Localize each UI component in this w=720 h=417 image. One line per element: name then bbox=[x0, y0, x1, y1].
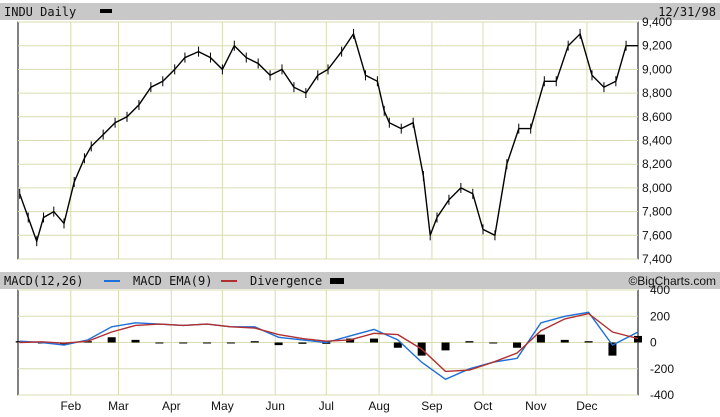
divergence-legend-swatch bbox=[330, 278, 344, 284]
macd-y-axis: 400 200 0 -200 -400 bbox=[650, 283, 674, 402]
divergence-bar bbox=[513, 342, 522, 348]
divergence-bar bbox=[179, 342, 188, 344]
x-tick-label: Aug bbox=[368, 399, 389, 413]
macd-y-tick-label: 200 bbox=[650, 309, 670, 323]
divergence-label: Divergence bbox=[250, 274, 322, 288]
divergence-bar bbox=[634, 335, 642, 343]
macd-y-tick-label: -200 bbox=[650, 362, 674, 376]
divergence-bar bbox=[155, 342, 164, 344]
macd-header-band bbox=[0, 272, 720, 289]
macd-y-tick-label: -400 bbox=[650, 388, 674, 402]
x-tick-label: Jun bbox=[266, 399, 285, 413]
price-y-tick-label: 9,000 bbox=[642, 62, 672, 76]
price-y-tick-label: 7,400 bbox=[642, 252, 672, 266]
price-y-tick-label: 8,800 bbox=[642, 86, 672, 100]
macd-lines bbox=[19, 311, 639, 381]
macd-label: MACD(12,26) bbox=[4, 274, 83, 288]
divergence-bar bbox=[226, 342, 235, 344]
x-tick-label: Sep bbox=[421, 399, 443, 413]
divergence-bar bbox=[584, 341, 593, 343]
divergence-bar bbox=[465, 341, 474, 343]
divergence-bar bbox=[441, 342, 450, 351]
divergence-bar bbox=[250, 341, 259, 343]
divergence-bar bbox=[131, 339, 140, 343]
macd-y-tick-label: 400 bbox=[650, 283, 670, 297]
divergence-bar bbox=[369, 338, 378, 343]
price-y-tick-label: 9,200 bbox=[642, 39, 672, 53]
divergence-bar bbox=[560, 339, 569, 343]
brand-label: ©BigCharts.com bbox=[628, 274, 716, 288]
price-y-tick-label: 7,800 bbox=[642, 205, 672, 219]
x-tick-label: Nov bbox=[525, 399, 546, 413]
price-title: INDU Daily bbox=[4, 5, 76, 19]
divergence-bar bbox=[489, 342, 498, 344]
x-tick-label: May bbox=[211, 399, 234, 413]
divergence-bar bbox=[393, 342, 402, 348]
header-date: 12/31/98 bbox=[658, 5, 716, 19]
price-header-band bbox=[0, 3, 720, 20]
divergence-bar bbox=[274, 342, 283, 346]
x-tick-label: Jul bbox=[319, 399, 334, 413]
x-tick-label: Apr bbox=[162, 399, 181, 413]
ema-line bbox=[19, 312, 639, 373]
price-series bbox=[19, 28, 639, 247]
price-y-axis: 9,400 9,200 9,000 8,800 8,600 8,400 8,200 8,000… bbox=[642, 15, 672, 266]
x-tick-label: Dec bbox=[576, 399, 597, 413]
price-y-tick-label: 8,000 bbox=[642, 181, 672, 195]
price-y-tick-label: 8,400 bbox=[642, 134, 672, 148]
x-tick-label: Feb bbox=[60, 399, 81, 413]
price-y-tick-label: 8,600 bbox=[642, 110, 672, 124]
price-y-tick-label: 7,600 bbox=[642, 228, 672, 242]
divergence-bar bbox=[203, 342, 212, 344]
divergence-bar bbox=[536, 334, 545, 343]
price-legend-swatch bbox=[100, 9, 112, 13]
price-y-tick-label: 9,400 bbox=[642, 15, 672, 29]
macd-y-tick-label: 0 bbox=[650, 336, 657, 350]
price-y-tick-label: 8,200 bbox=[642, 157, 672, 171]
x-tick-label: Oct bbox=[474, 399, 493, 413]
divergence-bar bbox=[608, 342, 617, 356]
x-tick-label: Mar bbox=[108, 399, 129, 413]
x-axis: Feb Mar Apr May Jun Jul Aug Sep Oct Nov Dec bbox=[60, 399, 597, 413]
macd-line bbox=[19, 311, 639, 381]
divergence-bar bbox=[107, 337, 116, 343]
ema-label: MACD EMA(9) bbox=[133, 274, 212, 288]
divergence-bar bbox=[298, 342, 307, 344]
